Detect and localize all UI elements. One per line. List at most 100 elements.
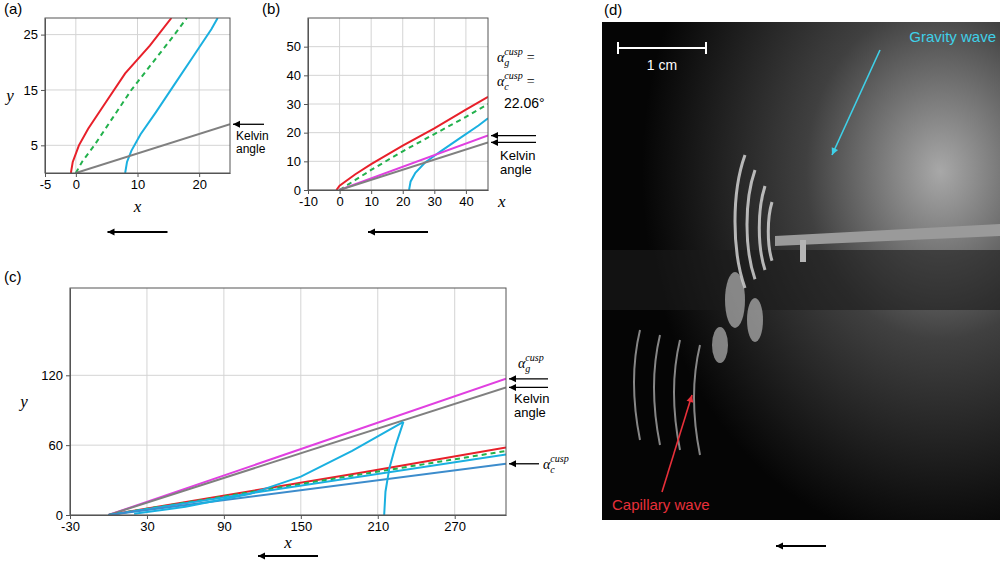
y-axis-title: y — [4, 86, 14, 105]
series-group — [71, 18, 230, 173]
arrow — [662, 395, 693, 492]
annotation: Kelvinangle — [514, 391, 549, 420]
scale-bar-label: 1 cm — [647, 57, 677, 73]
grid-line-y — [70, 375, 506, 376]
arrow-head — [509, 375, 516, 382]
plot-frame — [308, 18, 488, 190]
arrow — [832, 50, 880, 155]
x-tick: 210 — [367, 515, 389, 534]
x-tick-label: 90 — [217, 519, 231, 534]
x-tick: 90 — [217, 515, 231, 534]
annotation-sup: cusp — [525, 352, 543, 363]
y-axis: 5 15 25 — [24, 19, 46, 174]
annotation-text: = — [527, 74, 535, 89]
grid-line-y — [308, 104, 488, 105]
series-line — [108, 379, 506, 515]
y-tick-label: 60 — [49, 438, 63, 453]
x-tick: 10 — [364, 190, 378, 209]
grid — [45, 18, 230, 173]
y-tick-label: 0 — [56, 508, 63, 523]
grid-line-x — [146, 288, 147, 515]
series-line — [108, 447, 506, 515]
arrow — [108, 229, 168, 236]
photo-panel: (d)1 cmGravity waveCapillary wave — [602, 1, 1000, 550]
y-tick-label: 0 — [294, 183, 301, 198]
y-tick-label: 40 — [287, 68, 301, 83]
y-tick-mark — [66, 515, 70, 516]
photo-ripple — [674, 340, 680, 450]
y-tick: 60 — [49, 438, 70, 453]
grid-line-y — [70, 445, 506, 446]
y-tick-label: 25 — [24, 27, 38, 42]
panel-label: (a) — [4, 0, 22, 17]
series-line — [71, 18, 172, 173]
y-tick: 50 — [287, 39, 308, 54]
y-tick-label: 10 — [287, 154, 301, 169]
y-tick: 20 — [287, 125, 308, 140]
annotation-sup: cusp — [504, 46, 522, 57]
arrow — [491, 139, 536, 146]
series-line — [125, 18, 218, 173]
x-tick-label: 0 — [73, 177, 80, 192]
photo-wave-crest — [747, 170, 755, 279]
y-axis-title: y — [18, 392, 28, 411]
panel-label: (b) — [262, 0, 280, 17]
annotation-line: angle — [514, 405, 546, 420]
annotation-text: = — [527, 50, 535, 65]
arrow-shaft — [368, 231, 428, 233]
x-tick: 40 — [459, 190, 473, 209]
annotations: Kelvinangle — [233, 121, 269, 156]
grid-line-y — [308, 46, 488, 47]
y-axis-line — [45, 19, 46, 174]
scale-bar-end — [705, 42, 707, 54]
y-tick-label: 15 — [24, 83, 38, 98]
photo-reflection — [725, 272, 745, 328]
y-axis: 0 10 20 30 40 50 — [287, 19, 309, 198]
annotations: αgcusp=αccusp=22.06°Kelvinangle — [491, 46, 545, 177]
scale-bar — [618, 47, 706, 49]
grid-line-y — [45, 34, 230, 35]
series-line — [134, 422, 403, 514]
arrow-head — [491, 132, 498, 139]
figure: -50102051525(a)xyKelvinangle-10010203040… — [0, 0, 1004, 564]
y-tick: 30 — [287, 97, 308, 112]
y-tick-mark — [66, 445, 70, 446]
arrow-head — [509, 384, 516, 391]
arrow-head — [687, 395, 694, 403]
y-tick: 25 — [24, 27, 45, 42]
x-tick: 0 — [73, 173, 80, 192]
grid-line-y — [308, 132, 488, 133]
series-line — [76, 124, 230, 173]
y-tick-label: 50 — [287, 39, 301, 54]
x-tick-label: 30 — [140, 519, 154, 534]
y-tick-mark — [304, 133, 308, 134]
x-axis-title: x — [133, 197, 142, 216]
arrow — [509, 375, 548, 382]
grid-line-y — [45, 89, 230, 90]
arrow-shaft — [776, 545, 826, 547]
photo-ripple — [694, 345, 700, 455]
x-tick: 20 — [192, 173, 206, 192]
x-tick-label: 10 — [364, 194, 378, 209]
y-tick-label: 5 — [31, 138, 38, 153]
x-tick-label: 40 — [459, 194, 473, 209]
x-tick: -10 — [299, 190, 318, 209]
series-line — [336, 97, 488, 190]
annotation: Kelvinangle — [500, 148, 535, 177]
y-tick-mark — [304, 190, 308, 191]
plot-frame — [45, 18, 230, 173]
series-group — [108, 379, 506, 515]
annotations: αgcuspKelvinangleαccusp — [509, 352, 569, 475]
grid-line-x — [223, 288, 224, 515]
y-tick-mark — [41, 90, 45, 91]
panel: -50102051525(a)xyKelvinangle — [4, 0, 269, 236]
x-tick: 0 — [336, 190, 343, 209]
panel-label: (c) — [4, 268, 22, 285]
arrow-head — [368, 229, 375, 236]
grid — [308, 18, 488, 190]
y-tick-mark — [41, 35, 45, 36]
x-tick: 20 — [396, 190, 410, 209]
y-tick: 15 — [24, 83, 45, 98]
annotation: αccusp — [543, 453, 569, 475]
x-axis-title: x — [283, 533, 292, 552]
